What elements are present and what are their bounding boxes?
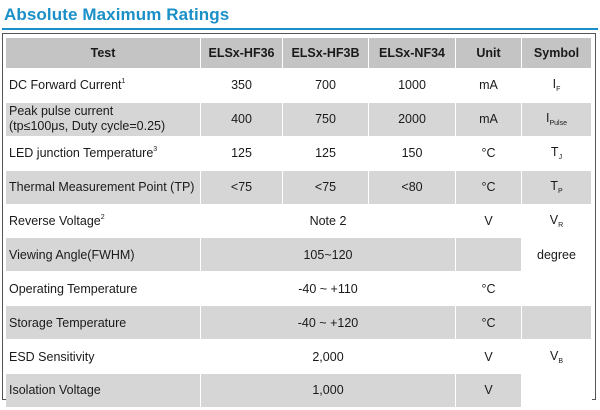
- value-cell-merged: 2,000: [201, 340, 456, 375]
- symbol-cell: IF: [522, 69, 592, 103]
- unit-cell: V: [456, 204, 522, 239]
- symbol-cell: [522, 272, 592, 307]
- value-cell: 700: [283, 69, 369, 103]
- value-cell: 350: [201, 69, 283, 103]
- unit-cell: mA: [456, 102, 522, 137]
- unit-cell: °C: [456, 272, 522, 307]
- unit-cell: V: [456, 374, 522, 408]
- test-cell: Viewing Angle(FWHM): [6, 238, 201, 273]
- table-row: ESD Sensitivity 2,000 V VB: [6, 340, 592, 375]
- value-cell: 750: [283, 102, 369, 137]
- header-elsx-hf36: ELSx-HF36: [201, 38, 283, 69]
- test-cell: Peak pulse current (tp≤100μs, Duty cycle=…: [6, 102, 201, 137]
- test-cell: ESD Sensitivity: [6, 340, 201, 375]
- unit-cell: °C: [456, 306, 522, 341]
- test-cell: Storage Temperature: [6, 306, 201, 341]
- value-cell-merged: -40 ~ +120: [201, 306, 456, 341]
- test-cell: LED junction Temperature3: [6, 136, 201, 171]
- table-row: Peak pulse current (tp≤100μs, Duty cycle=…: [6, 102, 592, 137]
- value-cell-merged: -40 ~ +110: [201, 272, 456, 307]
- symbol-cell: VB: [522, 340, 592, 375]
- table-row: Thermal Measurement Point (TP) <75 <75 <…: [6, 170, 592, 205]
- symbol-cell: VR: [522, 204, 592, 239]
- value-cell: 1000: [369, 69, 456, 103]
- symbol-cell: TP: [522, 170, 592, 205]
- value-cell: 2000: [369, 102, 456, 137]
- value-cell: <75: [283, 170, 369, 205]
- test-cell: Reverse Voltage2: [6, 204, 201, 239]
- table-row: Reverse Voltage2 Note 2 V VR: [6, 204, 592, 239]
- value-cell: 150: [369, 136, 456, 171]
- test-cell: Operating Temperature: [6, 272, 201, 307]
- unit-cell: V: [456, 340, 522, 375]
- test-cell: Thermal Measurement Point (TP): [6, 170, 201, 205]
- value-cell: 125: [201, 136, 283, 171]
- value-cell: <75: [201, 170, 283, 205]
- test-cell: DC Forward Current1: [6, 69, 201, 103]
- value-cell: 400: [201, 102, 283, 137]
- value-cell: <80: [369, 170, 456, 205]
- value-cell-merged: Note 2: [201, 204, 456, 239]
- symbol-cell: TJ: [522, 136, 592, 171]
- table-row: LED junction Temperature3 125 125 150 °C…: [6, 136, 592, 171]
- symbol-cell: IPulse: [522, 102, 592, 137]
- header-row: Test ELSx-HF36 ELSx-HF3B ELSx-NF34 Unit …: [6, 38, 592, 69]
- section-title: Absolute Maximum Ratings: [4, 5, 230, 24]
- unit-cell: °C: [456, 170, 522, 205]
- unit-cell: °C: [456, 136, 522, 171]
- header-unit: Unit: [456, 38, 522, 69]
- table-row: Storage Temperature -40 ~ +120 °C: [6, 306, 592, 341]
- table-row: Viewing Angle(FWHM) 105~120 degree: [6, 238, 592, 273]
- value-cell-merged: 1,000: [201, 374, 456, 408]
- table-row: DC Forward Current1 350 700 1000 mA IF: [6, 69, 592, 103]
- symbol-cell: [522, 306, 592, 341]
- header-elsx-hf3b: ELSx-HF3B: [283, 38, 369, 69]
- header-test: Test: [6, 38, 201, 69]
- table-row: Operating Temperature -40 ~ +110 °C: [6, 272, 592, 307]
- value-cell: 125: [283, 136, 369, 171]
- test-cell: Isolation Voltage: [6, 374, 201, 408]
- header-symbol: Symbol: [522, 38, 592, 69]
- title-underline: [2, 28, 598, 30]
- symbol-cell: degree: [522, 238, 592, 273]
- symbol-cell: [522, 374, 592, 408]
- table-row: Isolation Voltage 1,000 V: [6, 374, 592, 408]
- header-elsx-nf34: ELSx-NF34: [369, 38, 456, 69]
- ratings-table: Test ELSx-HF36 ELSx-HF3B ELSx-NF34 Unit …: [6, 38, 592, 408]
- unit-cell: mA: [456, 69, 522, 103]
- value-cell-merged: 105~120: [201, 238, 456, 273]
- unit-cell: [456, 238, 522, 273]
